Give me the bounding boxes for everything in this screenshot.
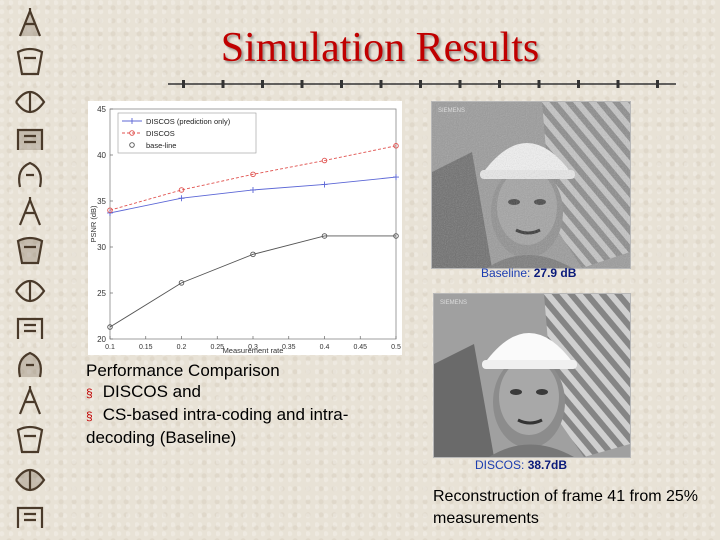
legend-label: base-line [146,141,176,150]
hieroglyph-icon [18,386,42,415]
hieroglyph-icon [15,90,46,113]
x-tick-label: 0.45 [353,344,367,351]
rule-tick [379,80,383,88]
data-point [178,280,185,286]
rule-tick [577,80,580,88]
x-tick-label: 0.3 [248,344,258,351]
baseline-frame-image: SIEMENS [431,101,631,269]
hieroglyph-icon [16,506,44,528]
slide-title: Simulation Results [220,25,540,71]
y-axis-label: PSNR (dB) [89,205,98,243]
data-point [250,186,256,193]
hieroglyph-icon [15,469,46,492]
rule-tick [498,80,501,88]
data-point [107,207,113,213]
x-tick-label: 0.4 [320,344,330,351]
rule-tick [616,80,620,88]
rule-tick [182,80,185,88]
data-point [178,187,185,193]
bullet-icon: § [86,409,93,423]
discos-frame-image: SIEMENS [433,293,631,458]
discos-watermark: SIEMENS [440,300,467,306]
rule-tick [419,80,422,88]
caption-heading: Performance Comparison [86,361,280,380]
x-tick-label: 0.1 [105,344,115,351]
series-line-1 [109,145,397,211]
legend-label: DISCOS [146,129,175,138]
data-point [250,171,256,178]
discos-caption: DISCOS: 38.7dB [475,458,568,472]
series-line-0 [109,176,397,214]
rule-tick [656,80,659,88]
rule-tick [261,80,264,88]
hieroglyph-icon [16,236,44,265]
data-point [321,181,328,188]
legend-box [117,112,257,154]
y-tick-label: 20 [97,335,106,344]
performance-caption: Performance Comparison § DISCOS and § CS… [86,360,416,448]
data-point [107,324,113,330]
hieroglyph-icon [16,426,44,454]
x-tick-label: 0.15 [139,344,153,351]
y-tick-label: 45 [97,105,106,114]
legend-marker [129,118,135,124]
hieroglyph-icon [18,351,42,377]
data-point [393,143,399,149]
data-point [321,233,328,239]
hieroglyph-icon [16,128,44,150]
data-point [107,209,113,216]
hieroglyph-icon [18,197,42,226]
data-point [178,195,185,202]
rule-tick [221,80,225,88]
data-point [393,233,399,239]
y-tick-label: 40 [97,151,106,160]
hieroglyph-icon [18,8,42,37]
caption-bullet-2: § CS-based intra-coding and intra-decodi… [86,405,349,447]
data-point [321,157,328,164]
x-tick-label: 0.25 [210,344,224,351]
legend-marker [129,142,135,148]
psnr-chart: 0.1 0.15 0.2 0.25 0.3 0.35 0.4 0.45 0.5 20 25 30 35 4… [88,101,402,355]
x-tick-label: 0.2 [177,344,187,351]
x-tick-label: 0.5 [391,344,401,351]
chart-svg: 0.1 0.15 0.2 0.25 0.3 0.35 0.4 0.45 0.5 20 25 30 35 4… [89,105,401,355]
x-axis-label: Measurement rate [223,346,284,355]
x-tick-label: 0.35 [282,344,296,351]
hieroglyph-icon [15,279,46,302]
rule-tick [458,80,462,88]
y-tick-label: 30 [97,243,106,252]
data-point [250,251,256,258]
y-tick-label: 35 [97,197,106,206]
reconstruction-caption: Reconstruction of frame 41 from 25% meas… [433,488,699,527]
decorative-glyph-strip [0,0,60,540]
title-rule [168,80,676,88]
worker-photo-baseline: SIEMENS [432,102,630,268]
data-point [393,174,399,181]
rule-tick [340,80,343,88]
hieroglyph-icon [16,317,44,339]
baseline-caption: Baseline: 27.9 dB [481,266,577,280]
caption-bullet-1: § DISCOS and [86,381,416,404]
hieroglyph-icon [16,47,44,75]
bullet-icon: § [86,386,93,400]
y-tick-label: 25 [97,289,106,298]
baseline-watermark: SIEMENS [438,108,465,114]
legend-marker [129,130,135,136]
rule-tick [537,80,541,88]
worker-photo-discos: SIEMENS [434,294,630,457]
legend-label: DISCOS (prediction only) [146,117,231,126]
series-line-2 [109,235,396,328]
rule-tick [300,80,304,88]
hieroglyph-icon [18,162,42,188]
